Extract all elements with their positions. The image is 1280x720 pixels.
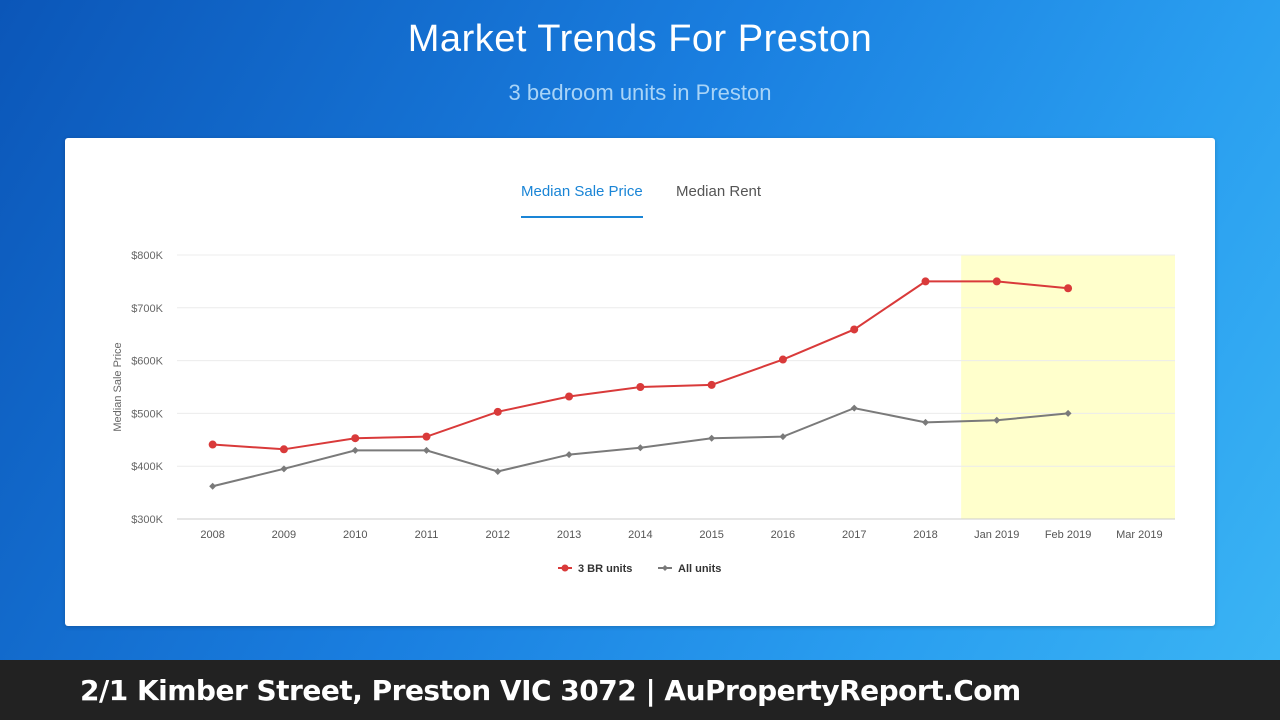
y-tick-label: $400K (131, 461, 163, 473)
data-point-3br-units (636, 383, 645, 391)
data-point-3br-units (850, 325, 859, 334)
data-point-all-units (565, 451, 573, 459)
data-point-all-units (280, 465, 288, 473)
forecast-highlight-band (961, 255, 1175, 519)
y-tick-label: $800K (131, 250, 163, 262)
x-tick-label: 2014 (628, 529, 652, 541)
data-point-all-units (922, 418, 929, 426)
data-point-all-units (423, 446, 430, 454)
x-tick-label: 2009 (272, 529, 296, 541)
data-point-3br-units (351, 434, 360, 443)
data-point-3br-units (778, 355, 787, 364)
y-tick-label: $700K (131, 303, 163, 315)
y-axis-title: Median Sale Price (112, 342, 124, 431)
tab-median-sale-price[interactable]: Median Sale Price (521, 183, 643, 218)
x-tick-label: 2017 (842, 529, 866, 541)
data-point-3br-units (493, 407, 502, 416)
series-line-3br-units (212, 280, 1069, 451)
legend-marker (662, 565, 668, 571)
tab-median-rent[interactable]: Median Rent (676, 183, 762, 200)
data-point-all-units (850, 404, 858, 412)
data-point-all-units (993, 416, 1001, 424)
data-point-all-units (779, 433, 787, 441)
data-point-3br-units (422, 432, 431, 441)
data-point-3br-units (707, 380, 716, 389)
data-point-3br-units (1064, 284, 1073, 293)
legend-label: 3 BR units (578, 563, 632, 575)
y-tick-label: $500K (131, 408, 163, 420)
data-point-3br-units (565, 392, 574, 401)
x-tick-label: Mar 2019 (1116, 529, 1162, 541)
chart-card: Median Sale Price Median Rent $300K $400K… (65, 138, 1215, 626)
x-tick-label: 2016 (771, 529, 795, 541)
page-subtitle: 3 bedroom units in Preston (508, 80, 772, 105)
x-tick-label: 2015 (699, 529, 723, 541)
data-point-3br-units (921, 277, 930, 286)
page-title: Market Trends For Preston (407, 18, 873, 60)
data-point-all-units (1064, 409, 1072, 417)
y-tick-label: $600K (131, 356, 163, 368)
x-tick-label: 2011 (415, 529, 439, 541)
x-tick-label: 2012 (486, 529, 510, 541)
data-point-all-units (708, 434, 716, 442)
x-tick-label: 2018 (913, 529, 937, 541)
x-tick-label: Feb 2019 (1045, 529, 1091, 541)
y-tick-label: $300K (131, 514, 163, 526)
line-chart: $300K $400K $500K $600K $700K $800K 2008 2009 20… (112, 250, 1175, 575)
data-point-all-units (494, 467, 502, 475)
x-tick-label: 2008 (200, 529, 224, 541)
data-point-3br-units (992, 277, 1001, 286)
x-tick-label: 2010 (343, 529, 367, 541)
data-point-all-units (351, 446, 359, 454)
x-tick-label: 2013 (557, 529, 581, 541)
x-tick-label: Jan 2019 (974, 529, 1019, 541)
footer-bar: 2/1 Kimber Street, Preston VIC 3072 | Au… (0, 660, 1280, 720)
legend-label: All units (678, 563, 721, 575)
data-point-3br-units (279, 445, 288, 454)
legend-marker (561, 564, 569, 572)
data-point-all-units (636, 444, 644, 452)
data-point-all-units (209, 482, 217, 490)
footer-address: 2/1 Kimber Street, Preston VIC 3072 | Au… (80, 674, 1021, 707)
data-point-3br-units (208, 440, 217, 449)
